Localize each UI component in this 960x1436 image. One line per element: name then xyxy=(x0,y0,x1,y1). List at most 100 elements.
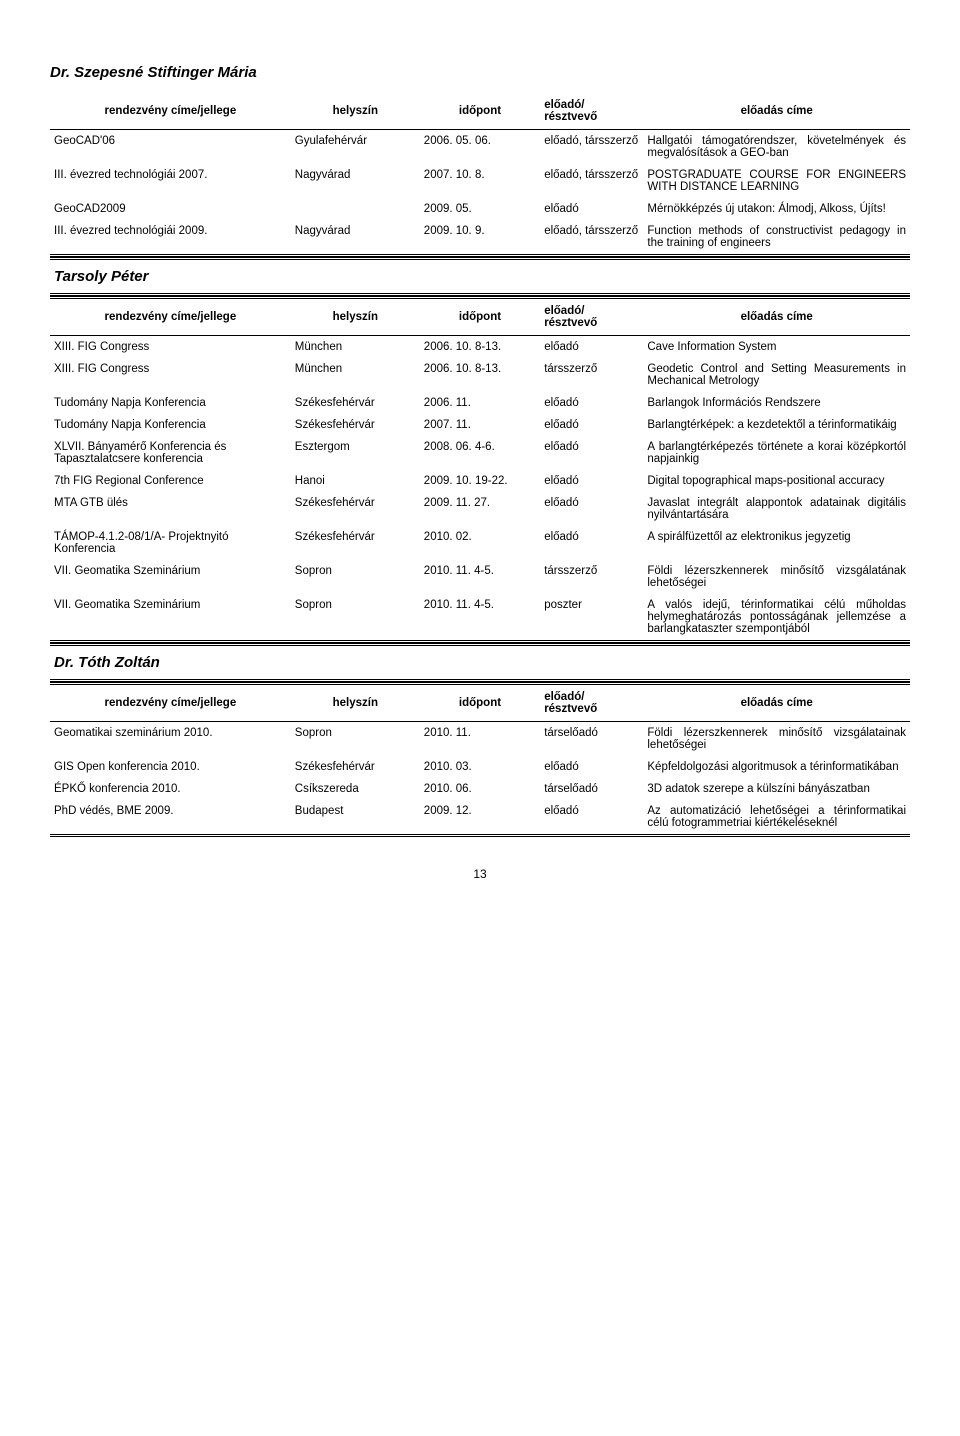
cell: 2010. 02. xyxy=(420,526,540,560)
cell: Gyulafehérvár xyxy=(291,130,420,165)
cell: előadó xyxy=(540,492,643,526)
cell: társszerző xyxy=(540,358,643,392)
cell: GeoCAD2009 xyxy=(50,198,291,220)
header-date: időpont xyxy=(420,684,540,722)
table-row: Tudomány Napja KonferenciaSzékesfehérvár… xyxy=(50,414,910,436)
cell: Székesfehérvár xyxy=(291,526,420,560)
table-row: MTA GTB ülésSzékesfehérvár2009. 11. 27.e… xyxy=(50,492,910,526)
table-row: GeoCAD'06Gyulafehérvár2006. 05. 06.előad… xyxy=(50,130,910,165)
table-row: TÁMOP-4.1.2-08/1/A- Projektnyitó Konfere… xyxy=(50,526,910,560)
cell: előadó xyxy=(540,470,643,492)
cell: Sopron xyxy=(291,594,420,642)
table-3: rendezvény címe/jellege helyszín időpont… xyxy=(50,682,910,837)
cell: 7th FIG Regional Conference xyxy=(50,470,291,492)
cell: előadó xyxy=(540,198,643,220)
header-location: helyszín xyxy=(291,298,420,336)
cell: Nagyvárad xyxy=(291,164,420,198)
cell: előadó xyxy=(540,336,643,359)
cell: előadó xyxy=(540,800,643,836)
cell: Esztergom xyxy=(291,436,420,470)
header-event: rendezvény címe/jellege xyxy=(50,93,291,130)
header-date: időpont xyxy=(420,298,540,336)
table-row: III. évezred technológiái 2007.Nagyvárad… xyxy=(50,164,910,198)
cell: XIII. FIG Congress xyxy=(50,336,291,359)
table-row: GIS Open konferencia 2010.Székesfehérvár… xyxy=(50,756,910,778)
table-2: rendezvény címe/jellege helyszín időpont… xyxy=(50,296,910,643)
cell: előadó xyxy=(540,756,643,778)
cell: Csíkszereda xyxy=(291,778,420,800)
cell: 2006. 10. 8-13. xyxy=(420,358,540,392)
cell: Barlangtérképek: a kezdetektől a térinfo… xyxy=(643,414,910,436)
cell: 2010. 11. 4-5. xyxy=(420,560,540,594)
header-role: előadó/ résztvevő xyxy=(540,93,643,130)
cell: TÁMOP-4.1.2-08/1/A- Projektnyitó Konfere… xyxy=(50,526,291,560)
cell: Sopron xyxy=(291,560,420,594)
cell: Cave Information System xyxy=(643,336,910,359)
cell: Tudomány Napja Konferencia xyxy=(50,414,291,436)
cell: előadó xyxy=(540,436,643,470)
cell: 2006. 11. xyxy=(420,392,540,414)
table-row: 7th FIG Regional ConferenceHanoi2009. 10… xyxy=(50,470,910,492)
cell: 2007. 10. 8. xyxy=(420,164,540,198)
cell: Képfeldolgozási algoritmusok a térinform… xyxy=(643,756,910,778)
header-title: előadás címe xyxy=(643,684,910,722)
table-row: PhD védés, BME 2009.Budapest2009. 12.elő… xyxy=(50,800,910,836)
cell: 2008. 06. 4-6. xyxy=(420,436,540,470)
table-row: Tudomány Napja KonferenciaSzékesfehérvár… xyxy=(50,392,910,414)
cell: Földi lézerszkennerek minősítő vizsgálat… xyxy=(643,560,910,594)
cell: 2006. 10. 8-13. xyxy=(420,336,540,359)
cell: 2009. 10. 19-22. xyxy=(420,470,540,492)
header-role: előadó/ résztvevő xyxy=(540,298,643,336)
cell: Function methods of constructivist pedag… xyxy=(643,220,910,256)
cell: 2009. 05. xyxy=(420,198,540,220)
table-row: VII. Geomatika SzemináriumSopron2010. 11… xyxy=(50,560,910,594)
header-title: előadás címe xyxy=(643,93,910,130)
cell: Az automatizáció lehetőségei a térinform… xyxy=(643,800,910,836)
cell: 2010. 03. xyxy=(420,756,540,778)
table-row: Geomatikai szeminárium 2010.Sopron2010. … xyxy=(50,722,910,757)
cell: Hallgatói támogatórendszer, követelménye… xyxy=(643,130,910,165)
cell: Geomatikai szeminárium 2010. xyxy=(50,722,291,757)
cell: előadó xyxy=(540,526,643,560)
cell: GeoCAD'06 xyxy=(50,130,291,165)
cell: GIS Open konferencia 2010. xyxy=(50,756,291,778)
cell: Székesfehérvár xyxy=(291,756,420,778)
cell: Digital topographical maps-positional ac… xyxy=(643,470,910,492)
table-row: XIII. FIG CongressMünchen2006. 10. 8-13.… xyxy=(50,358,910,392)
cell: Javaslat integrált alappontok adatainak … xyxy=(643,492,910,526)
header-location: helyszín xyxy=(291,93,420,130)
table-1-body: GeoCAD'06Gyulafehérvár2006. 05. 06.előad… xyxy=(50,130,910,256)
table-header-row: rendezvény címe/jellege helyszín időpont… xyxy=(50,298,910,336)
cell: Székesfehérvár xyxy=(291,492,420,526)
cell: Mérnökképzés új utakon: Álmodj, Alkoss, … xyxy=(643,198,910,220)
cell: XIII. FIG Congress xyxy=(50,358,291,392)
table-3-body: Geomatikai szeminárium 2010.Sopron2010. … xyxy=(50,722,910,836)
cell: előadó xyxy=(540,392,643,414)
cell: társelőadó xyxy=(540,722,643,757)
cell xyxy=(291,198,420,220)
cell: Földi lézerszkennerek minősítő vizsgálat… xyxy=(643,722,910,757)
cell: 2007. 11. xyxy=(420,414,540,436)
cell: Székesfehérvár xyxy=(291,392,420,414)
table-row: XIII. FIG CongressMünchen2006. 10. 8-13.… xyxy=(50,336,910,359)
header-event: rendezvény címe/jellege xyxy=(50,298,291,336)
cell: előadó, társszerző xyxy=(540,164,643,198)
cell: 3D adatok szerepe a külszíni bányászatba… xyxy=(643,778,910,800)
cell: III. évezred technológiái 2009. xyxy=(50,220,291,256)
table-row: GeoCAD2009 2009. 05.előadóMérnökképzés új… xyxy=(50,198,910,220)
cell: POSTGRADUATE COURSE FOR ENGINEERS WITH D… xyxy=(643,164,910,198)
cell: Nagyvárad xyxy=(291,220,420,256)
cell: 2009. 11. 27. xyxy=(420,492,540,526)
cell: előadó xyxy=(540,414,643,436)
cell: 2010. 11. 4-5. xyxy=(420,594,540,642)
cell: XLVII. Bányamérő Konferencia és Tapaszta… xyxy=(50,436,291,470)
cell: PhD védés, BME 2009. xyxy=(50,800,291,836)
section-title-2: Tarsoly Péter xyxy=(50,268,910,285)
header-role: előadó/ résztvevő xyxy=(540,684,643,722)
cell: MTA GTB ülés xyxy=(50,492,291,526)
table-row: VII. Geomatika SzemináriumSopron2010. 11… xyxy=(50,594,910,642)
cell: VII. Geomatika Szeminárium xyxy=(50,594,291,642)
cell: A barlangtérképezés története a korai kö… xyxy=(643,436,910,470)
cell: Sopron xyxy=(291,722,420,757)
cell: Székesfehérvár xyxy=(291,414,420,436)
